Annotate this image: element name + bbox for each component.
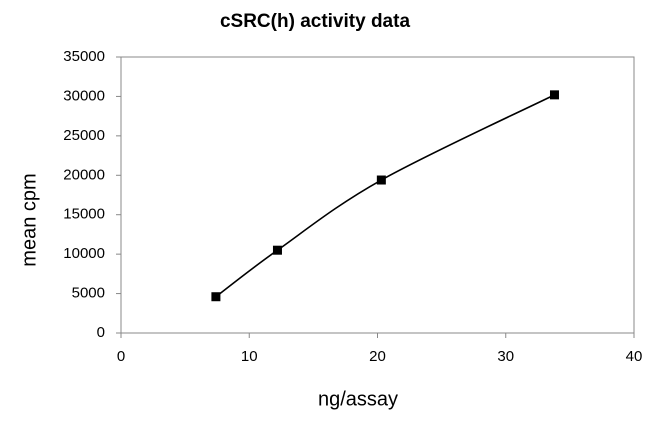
y-tick-label: 25000	[63, 127, 105, 144]
x-axis-label: ng/assay	[318, 388, 398, 410]
line	[215, 94, 555, 298]
x-tick-label: 30	[497, 348, 514, 365]
y-tick-label: 15000	[63, 206, 105, 223]
marker	[376, 175, 386, 185]
x-tick-label: 10	[241, 348, 258, 365]
y-tick-label: 0	[97, 324, 105, 341]
marker	[211, 292, 221, 302]
marker	[272, 245, 282, 255]
y-tick-label: 10000	[63, 245, 105, 262]
y-axis-label: mean cpm	[18, 173, 40, 266]
marker	[549, 90, 559, 100]
y-tick-label: 5000	[72, 285, 105, 302]
x-tick-label: 40	[626, 348, 643, 365]
y-tick-label: 20000	[63, 166, 105, 183]
x-tick-label: 0	[117, 348, 125, 365]
chart-title: cSRC(h) activity data	[220, 11, 410, 32]
y-tick-label: 30000	[63, 87, 105, 104]
y-tick-label: 35000	[63, 48, 105, 65]
x-tick-label: 20	[369, 348, 386, 365]
